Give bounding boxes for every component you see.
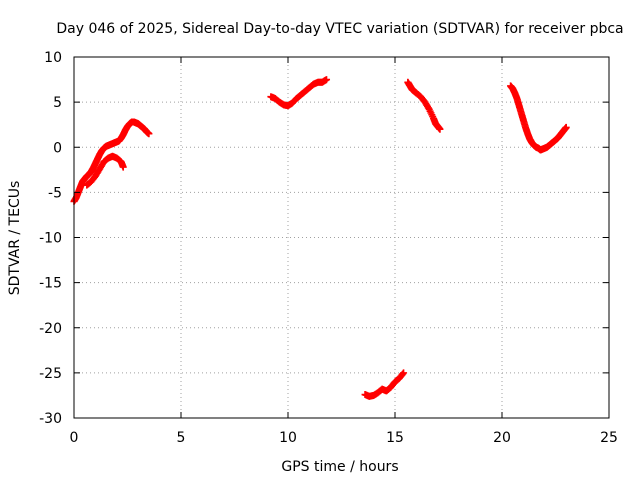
data-point bbox=[145, 130, 153, 138]
data-point bbox=[400, 369, 408, 377]
data-points bbox=[70, 76, 570, 400]
x-tick-label: 5 bbox=[177, 430, 186, 446]
y-tick-label: -25 bbox=[39, 366, 62, 382]
series-arc-1 bbox=[70, 118, 153, 205]
y-tick-label: -5 bbox=[48, 185, 62, 201]
y-tick-label: -15 bbox=[39, 276, 62, 292]
x-tick-label: 15 bbox=[386, 430, 404, 446]
chart-title: Day 046 of 2025, Sidereal Day-to-day VTE… bbox=[56, 21, 623, 37]
data-point bbox=[562, 123, 570, 131]
series-arc-5 bbox=[507, 82, 570, 154]
y-axis-label: SDTVAR / TECUs bbox=[7, 181, 23, 296]
axis-ticks: 0 5 10 15 20 25 10 5 0 -5 -10 -15 -20 -25 -30 bbox=[39, 50, 618, 446]
x-tick-label: 25 bbox=[600, 430, 618, 446]
data-point bbox=[399, 370, 407, 378]
grid-layer bbox=[74, 57, 609, 418]
data-point bbox=[323, 76, 331, 84]
series-arc-3 bbox=[361, 369, 408, 400]
data-point bbox=[436, 125, 444, 133]
series-arc-4 bbox=[404, 78, 444, 133]
y-tick-label: 10 bbox=[44, 50, 62, 66]
series-arc-1-lower bbox=[83, 152, 127, 189]
x-axis-label: GPS time / hours bbox=[281, 459, 398, 475]
x-tick-label: 10 bbox=[279, 430, 297, 446]
x-tick-label: 0 bbox=[70, 430, 79, 446]
y-tick-label: 0 bbox=[53, 140, 62, 156]
x-tick-label: 20 bbox=[493, 430, 511, 446]
y-tick-label: -30 bbox=[39, 411, 62, 427]
y-tick-label: -10 bbox=[39, 231, 62, 247]
series-arc-2 bbox=[267, 76, 331, 110]
y-tick-label: 5 bbox=[53, 95, 62, 111]
data-point bbox=[119, 163, 127, 171]
y-tick-label: -20 bbox=[39, 321, 62, 337]
